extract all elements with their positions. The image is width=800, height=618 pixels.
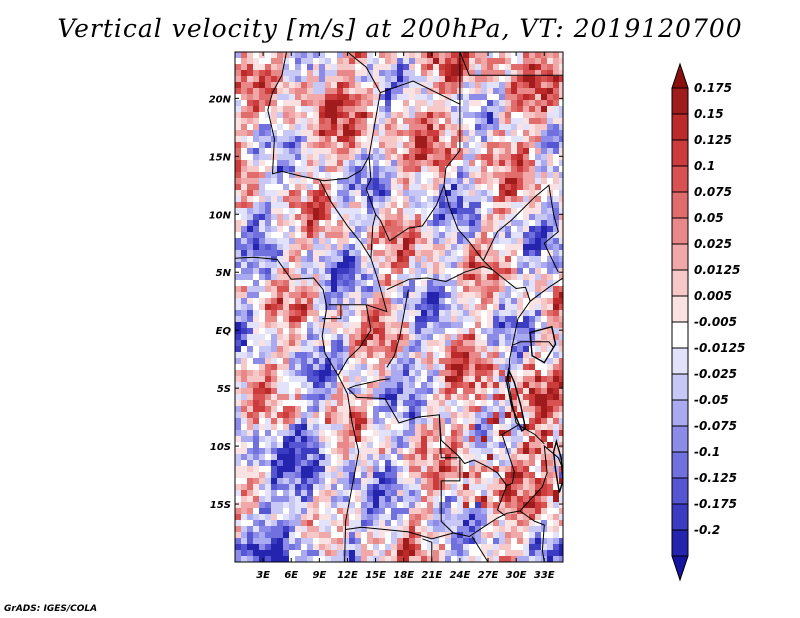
border-line	[235, 256, 360, 562]
colorbar-swatch	[671, 347, 689, 375]
colorbar-swatch	[671, 503, 689, 531]
colorbar-swatch	[671, 113, 689, 141]
colorbar-label: 0.15	[694, 107, 724, 121]
lat-tick-label: 10N	[209, 210, 232, 221]
colorbar-label: -0.1	[694, 445, 720, 459]
lat-tick-label: 20N	[209, 94, 232, 105]
colorbar-swatch	[671, 425, 689, 453]
border-line	[496, 485, 508, 516]
colorbar-label: -0.05	[694, 393, 729, 407]
lat-tick-label: EQ	[216, 326, 232, 337]
lake-outline	[529, 325, 557, 364]
colorbar-label: -0.075	[694, 419, 737, 433]
border-line	[529, 277, 563, 302]
lon-tick-label: 3E	[256, 570, 270, 581]
colorbar-label: 0.025	[694, 237, 732, 251]
colorbar-label: 0.005	[694, 289, 732, 303]
border-line	[370, 214, 377, 259]
colorbar-label: -0.125	[694, 471, 737, 485]
colorbar-label: -0.005	[694, 315, 737, 329]
lon-tick-label: 33E	[534, 570, 555, 581]
border-line	[422, 538, 433, 562]
border-line	[345, 526, 454, 540]
colorbar-label: 0.125	[694, 133, 732, 147]
border-line	[519, 444, 563, 512]
border-line	[459, 52, 563, 76]
map-frame	[234, 51, 564, 563]
border-line	[519, 510, 545, 562]
border-line	[347, 387, 519, 487]
border-line	[512, 341, 554, 348]
lon-tick-label: 30E	[506, 570, 527, 581]
colorbar-label: -0.2	[694, 523, 720, 537]
colorbar-label: 0.0125	[694, 263, 740, 277]
colorbar-label: -0.175	[694, 497, 737, 511]
colorbar: 0.175 0.15 0.125 0.1 0.075 0.05 0.025 0.0125 0.0…	[671, 62, 745, 582]
border-line	[482, 184, 559, 273]
border-line	[349, 378, 390, 389]
country-borders	[235, 52, 563, 562]
colorbar-swatch	[671, 295, 689, 323]
border-line	[322, 304, 342, 320]
lat-tick-label: 5N	[216, 268, 232, 279]
colorbar-label: 0.1	[694, 159, 715, 173]
colorbar-swatch	[671, 373, 689, 401]
border-line	[508, 318, 545, 445]
border-line	[386, 265, 531, 319]
velocity-field	[235, 52, 563, 562]
colorbar-swatch	[671, 139, 689, 167]
colorbar-swatch	[671, 217, 689, 245]
border-line	[267, 52, 381, 182]
lat-tick-label: 15S	[210, 500, 231, 511]
border-line	[337, 304, 372, 376]
lon-tick-label: 21E	[421, 570, 442, 581]
lon-tick-label: 24E	[450, 570, 471, 581]
colorbar-swatch	[671, 243, 689, 271]
colorbar-swatch	[671, 269, 689, 297]
lat-tick-label: 15N	[209, 152, 232, 163]
lat-tick-label: 5S	[217, 384, 231, 395]
colorbar-top-arrow	[671, 62, 689, 89]
colorbar-swatch	[671, 451, 689, 479]
lon-tick-label: 27E	[478, 570, 499, 581]
colorbar-swatch	[671, 321, 689, 349]
border-line	[365, 156, 445, 242]
colorbar-swatch	[671, 191, 689, 219]
lon-tick-label: 12E	[337, 570, 358, 581]
lake-outline	[552, 438, 563, 493]
colorbar-label: 0.175	[694, 81, 732, 95]
lat-tick-label: 10S	[210, 442, 231, 453]
map-axes: 20N 15N 10N 5N EQ 5S 10S 15S 3E 6E 9E 12E 15E 18E 21E 2…	[209, 52, 563, 581]
colorbar-label: 0.075	[694, 185, 732, 199]
border-line	[386, 289, 409, 368]
border-line	[443, 98, 494, 271]
lon-tick-label: 18E	[393, 570, 414, 581]
colorbar-label: -0.025	[694, 367, 737, 381]
colorbar-label: 0.05	[694, 211, 724, 225]
lake-outline	[506, 367, 527, 433]
colorbar-swatch	[671, 399, 689, 427]
lon-tick-label: 15E	[365, 570, 386, 581]
grads-credit: GrADS: IGES/COLA	[4, 604, 98, 614]
lon-tick-label: 6E	[284, 570, 298, 581]
border-line	[438, 414, 520, 538]
border-line	[469, 536, 489, 562]
colorbar-bottom-arrow	[671, 555, 689, 582]
colorbar-swatch	[671, 529, 689, 557]
border-line	[318, 179, 388, 313]
colorbar-swatch	[671, 165, 689, 193]
lon-tick-label: 9E	[312, 570, 326, 581]
colorbar-swatch	[671, 477, 689, 505]
colorbar-label: -0.0125	[694, 341, 745, 355]
colorbar-swatch	[671, 87, 689, 115]
map-title: Vertical velocity [m/s] at 200hPa, VT: 2…	[57, 14, 743, 43]
